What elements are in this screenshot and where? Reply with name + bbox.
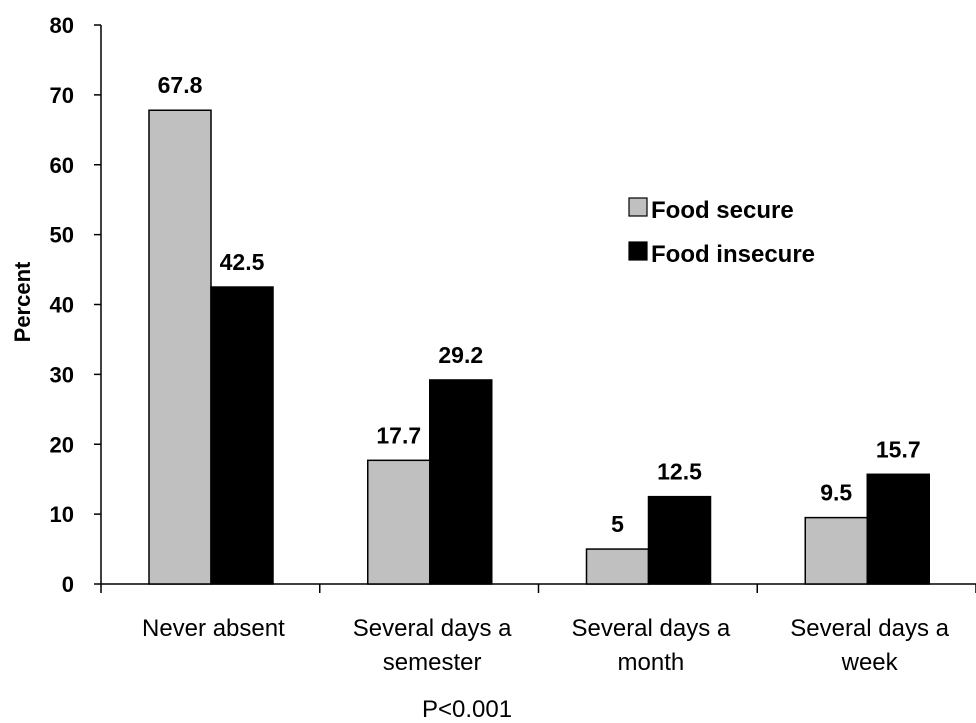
bar <box>148 109 212 585</box>
bar <box>647 495 712 585</box>
data-label: 15.7 <box>876 436 921 462</box>
data-label: 5 <box>611 511 624 537</box>
bar <box>585 548 650 585</box>
y-tick-label: 0 <box>62 572 74 597</box>
significance-note: P<0.001 <box>422 696 512 723</box>
x-tick-label: Several days a <box>790 615 949 642</box>
x-tick-label: month <box>618 649 685 676</box>
bar <box>429 379 493 585</box>
y-tick-label: 60 <box>50 153 74 178</box>
data-label: 42.5 <box>220 249 265 275</box>
x-tick-label: semester <box>383 649 482 676</box>
legend-swatch <box>628 197 648 217</box>
x-tick-label: Several days a <box>353 615 512 642</box>
y-tick-label: 70 <box>50 83 74 108</box>
x-tick-label: Never absent <box>142 615 285 642</box>
bar <box>367 459 431 585</box>
y-tick-label: 40 <box>50 293 74 318</box>
data-label: 29.2 <box>438 342 483 368</box>
y-axis: 0 10 20 30 40 50 60 70 80 <box>50 13 102 597</box>
legend-label: Food secure <box>651 197 794 224</box>
legend-swatch <box>628 241 648 261</box>
data-label: 12.5 <box>657 459 702 485</box>
y-tick-label: 50 <box>50 223 74 248</box>
y-axis-title: Percent <box>10 261 35 342</box>
data-label: 17.7 <box>376 422 421 448</box>
legend: Food secure Food insecure <box>628 197 815 268</box>
bar <box>210 286 274 585</box>
legend-label: Food insecure <box>651 241 815 268</box>
data-label: 9.5 <box>820 480 852 506</box>
bar <box>866 473 930 585</box>
y-tick-label: 10 <box>50 502 74 527</box>
y-tick-label: 30 <box>50 362 74 387</box>
bars <box>148 109 930 585</box>
y-tick-label: 20 <box>50 432 74 457</box>
bar <box>804 516 868 585</box>
x-tick-label: Several days a <box>571 615 730 642</box>
x-axis: Never absent Several days a semester Severa… <box>100 583 976 676</box>
data-label: 67.8 <box>158 72 203 98</box>
x-tick-label: week <box>841 649 899 676</box>
y-tick-label: 80 <box>50 13 74 38</box>
data-labels: 67.8 17.7 5 9.5 42.5 29.2 12.5 15.7 <box>158 72 921 537</box>
